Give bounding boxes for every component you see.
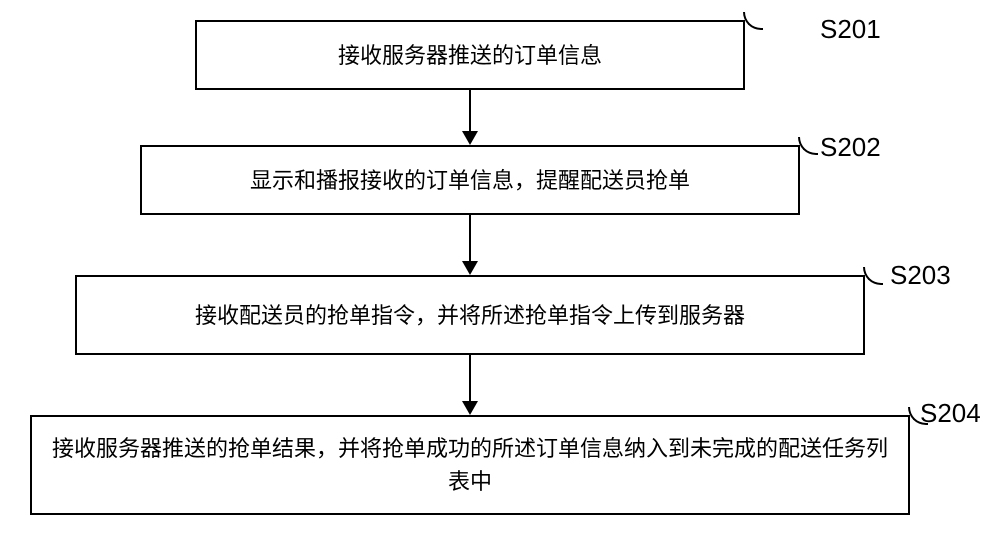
arrow-head-1 xyxy=(462,131,478,145)
step-label-s204: S204 xyxy=(920,398,981,429)
step-box-s201: 接收服务器推送的订单信息 xyxy=(195,20,745,90)
arrow-shaft-1 xyxy=(469,90,471,131)
step-label-s202: S202 xyxy=(820,132,881,163)
step-box-s204: 接收服务器推送的抢单结果，并将抢单成功的所述订单信息纳入到未完成的配送任务列表中 xyxy=(30,415,910,515)
step-label-s203: S203 xyxy=(890,260,951,291)
arrow-head-3 xyxy=(462,401,478,415)
flowchart-canvas: 接收服务器推送的订单信息 S201 显示和播报接收的订单信息，提醒配送员抢单 S202… xyxy=(0,0,1000,540)
arrow-shaft-2 xyxy=(469,215,471,261)
label-connector-s201 xyxy=(743,12,763,30)
arrow-head-2 xyxy=(462,261,478,275)
step-box-s202: 显示和播报接收的订单信息，提醒配送员抢单 xyxy=(140,145,800,215)
step-label-s201: S201 xyxy=(820,14,881,45)
arrow-shaft-3 xyxy=(469,355,471,401)
label-connector-s203 xyxy=(863,267,883,285)
label-connector-s202 xyxy=(798,137,818,155)
step-box-s203: 接收配送员的抢单指令，并将所述抢单指令上传到服务器 xyxy=(75,275,865,355)
label-connector-s204 xyxy=(908,407,928,425)
